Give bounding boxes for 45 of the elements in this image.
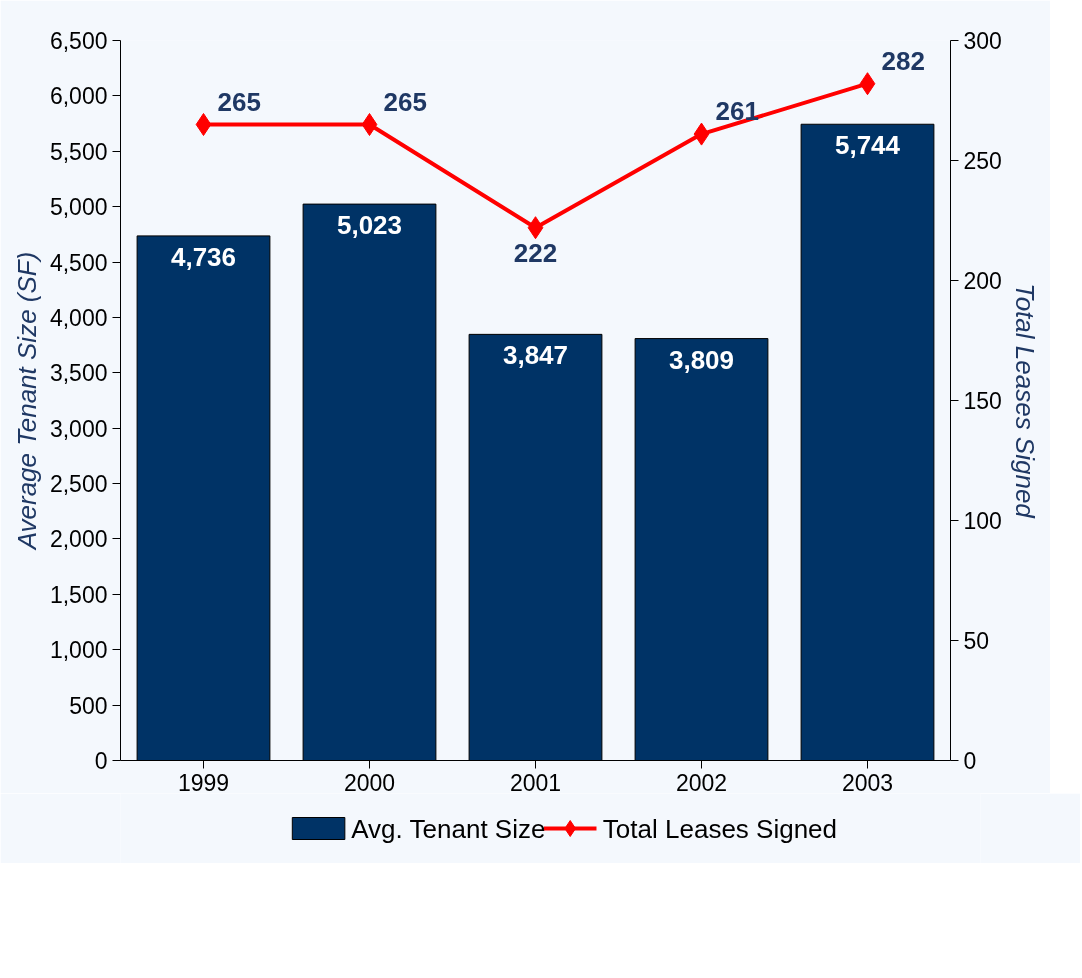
data-label: 3,847 (502, 340, 569, 371)
y-axis-title: Average Tenant Size (SF) (11, 251, 42, 552)
point (361, 113, 378, 136)
y2-tick-label: 300 (963, 28, 1002, 54)
y-tick-label: 6,500 (49, 28, 108, 54)
legend-label: Avg. Tenant Size (351, 813, 546, 844)
y-tick-label: 1,500 (49, 581, 108, 608)
y2-tick-label: 200 (963, 268, 1002, 294)
y-tick-label: 5,000 (49, 194, 108, 221)
y2-tick-label: 50 (963, 628, 990, 654)
y-tick-label: 500 (69, 692, 108, 719)
x-tick-label: 2002 (675, 769, 728, 796)
data-label: 265 (383, 86, 427, 117)
y-tick-label: 4,000 (49, 304, 108, 331)
y2-tick-label: 150 (963, 388, 1002, 414)
y-tick-label: 3,000 (49, 415, 108, 442)
legend-label: Total Leases Signed (602, 813, 838, 844)
data-label: 222 (513, 237, 558, 268)
y-tick-label: 1,000 (49, 637, 108, 664)
y2-axis-title: Total Leases Signed (1009, 283, 1040, 520)
y-tick-label: 2,000 (49, 526, 108, 553)
y2-tick-label: 250 (963, 148, 1002, 174)
y-tick-label: 2,500 (49, 471, 108, 498)
x-tick-label: 1999 (177, 769, 230, 796)
point (859, 72, 876, 96)
x-tick-label: 2003 (841, 769, 894, 796)
data-label: 261 (715, 96, 759, 127)
y-tick-label: 6,000 (49, 83, 108, 110)
y-tick-label: 4,500 (49, 249, 108, 276)
data-label: 265 (217, 86, 261, 117)
y-tick-label: 5,500 (49, 138, 108, 165)
y-tick-label: 0 (94, 748, 108, 774)
data-label: 3,809 (668, 344, 735, 375)
data-label: 5,744 (834, 130, 901, 161)
data-label: 282 (881, 45, 925, 76)
data-label: 4,736 (170, 241, 237, 272)
y2-tick-label: 0 (963, 748, 977, 774)
point (195, 113, 212, 136)
data-label: 5,023 (336, 210, 403, 241)
y2-tick-label: 100 (963, 508, 1002, 534)
y-tick-label: 3,500 (49, 360, 108, 387)
x-tick-label: 2000 (343, 769, 396, 796)
point (693, 122, 710, 146)
x-tick-label: 2001 (509, 769, 562, 796)
point (527, 216, 544, 240)
